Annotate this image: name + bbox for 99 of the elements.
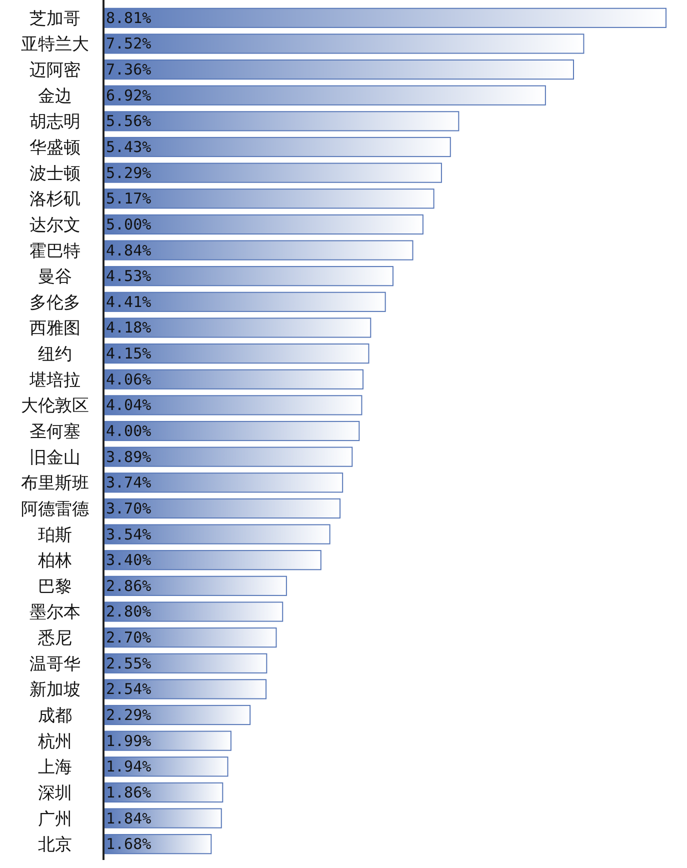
y-tick-label: 金边: [38, 86, 72, 106]
data-label: 7.52%: [106, 34, 152, 53]
y-tick-label: 柏林: [37, 551, 72, 572]
data-label: 4.04%: [106, 396, 152, 414]
y-tick-label: 新加坡: [30, 680, 80, 700]
data-label: 3.54%: [106, 525, 152, 544]
bar: [104, 782, 224, 803]
y-tick-label: 墨尔本: [30, 602, 80, 623]
data-label: 7.36%: [106, 60, 152, 79]
data-label: 3.89%: [106, 448, 152, 466]
data-label: 2.86%: [106, 576, 152, 595]
y-tick-label: 堪培拉: [28, 370, 80, 390]
y-tick-label: 纽约: [38, 344, 72, 365]
data-label: 5.43%: [106, 138, 152, 156]
bar: [104, 446, 353, 467]
data-label: 4.15%: [106, 344, 152, 363]
data-label: 8.81%: [106, 8, 152, 27]
data-label: 1.94%: [106, 758, 152, 776]
data-label: 5.00%: [106, 215, 152, 234]
y-tick-label: 华盛顿: [30, 138, 80, 158]
y-tick-label: 胡志明: [30, 112, 80, 132]
y-tick-label: 悉尼: [37, 628, 72, 649]
data-label: 3.74%: [106, 474, 152, 492]
y-tick-label: 上海: [38, 758, 72, 778]
bar: [104, 498, 341, 519]
data-label: 4.41%: [106, 292, 152, 311]
bar: [104, 730, 232, 751]
bar: [104, 59, 574, 80]
bar: [104, 240, 414, 260]
bar: [104, 834, 212, 854]
y-tick-label: 阿德雷德: [21, 499, 89, 520]
data-label: 5.17%: [106, 190, 152, 208]
y-tick-label: 杭州: [37, 732, 72, 752]
y-tick-label: 旧金山: [30, 448, 80, 468]
data-label: 3.40%: [106, 551, 152, 570]
y-tick-label: 广州: [38, 809, 72, 830]
data-label: 2.29%: [106, 706, 152, 724]
data-label: 4.06%: [106, 370, 152, 388]
y-tick-label: 迈阿密: [30, 60, 80, 81]
data-label: 5.29%: [106, 164, 152, 182]
bar: [104, 292, 386, 312]
y-tick-label: 波士顿: [30, 164, 80, 184]
bar: [104, 369, 364, 390]
y-tick-label: 多伦多: [30, 292, 80, 313]
bar: [104, 627, 277, 648]
bar: [104, 808, 222, 828]
y-tick-label: 曼谷: [38, 267, 72, 288]
y-tick-label: 巴黎: [38, 576, 72, 597]
y-tick-label: 布里斯班: [21, 474, 89, 494]
data-label: 4.18%: [106, 318, 152, 337]
bar: [104, 395, 362, 416]
bar: [104, 524, 330, 544]
bar: [104, 318, 372, 338]
y-tick-label: 成都: [38, 706, 72, 726]
bar: [104, 653, 268, 674]
data-label: 2.55%: [106, 654, 152, 672]
bar: [104, 679, 267, 700]
bar: [104, 266, 394, 286]
bar: [104, 756, 228, 777]
data-label: 4.53%: [106, 267, 152, 286]
bar: [104, 472, 344, 493]
bar: [104, 136, 451, 158]
y-tick-label: 芝加哥: [30, 8, 80, 29]
y-tick-label: 西雅图: [30, 318, 80, 339]
data-label: 4.84%: [106, 241, 152, 260]
y-tick-label: 霍巴特: [30, 241, 80, 262]
data-label: 6.92%: [106, 86, 152, 104]
y-tick-label: 温哥华: [30, 654, 80, 674]
y-tick-label: 达尔文: [30, 215, 80, 236]
y-tick-label: 洛杉矶: [30, 190, 80, 210]
data-label: 1.99%: [106, 732, 152, 750]
y-tick-label: 圣何塞: [30, 422, 80, 442]
y-tick-label: 大伦敦区: [21, 396, 89, 416]
data-label: 1.84%: [106, 809, 152, 828]
bar: [104, 8, 666, 28]
data-label: 1.86%: [106, 783, 152, 802]
data-label: 2.70%: [106, 628, 152, 647]
bar: [104, 602, 284, 622]
bar: [104, 550, 322, 570]
bar: [104, 85, 546, 106]
y-tick-label: 珀斯: [38, 525, 72, 546]
bar: [104, 188, 434, 209]
bar: [104, 704, 251, 726]
data-label: 1.68%: [106, 835, 152, 854]
bar: [104, 420, 360, 442]
y-tick-label: 亚特兰大: [21, 34, 89, 55]
data-label: 2.54%: [106, 680, 152, 698]
data-label: 4.00%: [106, 422, 152, 440]
data-label: 3.70%: [106, 499, 152, 518]
data-label: 2.80%: [106, 602, 152, 621]
y-tick-label: 北京: [38, 835, 72, 856]
bar: [104, 343, 370, 364]
bar: [104, 34, 584, 54]
bar: [104, 576, 287, 596]
bar: [104, 214, 424, 235]
bar: [104, 111, 460, 132]
data-label: 5.56%: [106, 112, 152, 130]
y-tick-label: 深圳: [38, 783, 72, 804]
bar: [104, 162, 442, 183]
